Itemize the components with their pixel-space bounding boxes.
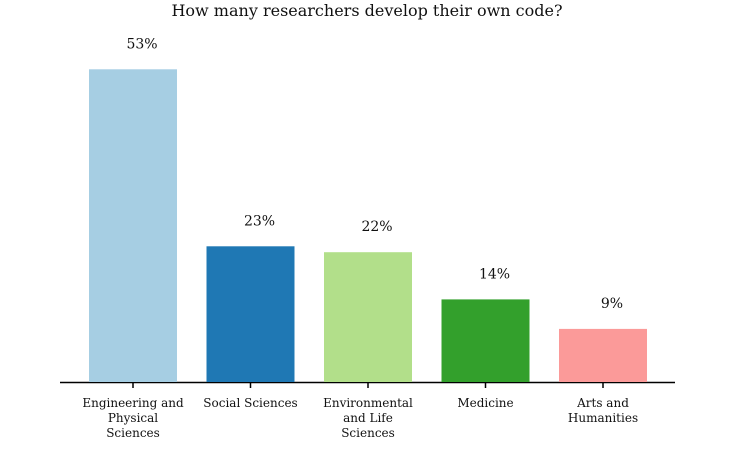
value-label-4: 9% [601, 296, 623, 312]
x-ticks-group [132, 382, 604, 388]
value-label-0: 53% [126, 36, 157, 52]
category-label-3-line-0: Medicine [457, 396, 513, 410]
bars-group [89, 69, 647, 383]
category-label-0-line-1: Physical [108, 411, 158, 425]
bar-2 [324, 252, 412, 382]
chart-title: How many researchers develop their own c… [171, 1, 562, 20]
bar-0 [89, 69, 177, 383]
category-label-4-line-1: Humanities [568, 411, 638, 425]
category-label-2: Environmental and Life Sciences [323, 396, 413, 440]
category-label-0-line-2: Sciences [106, 426, 160, 440]
value-label-1: 23% [244, 213, 275, 229]
category-label-3: Medicine [457, 396, 513, 410]
category-label-1-line-0: Social Sciences [203, 396, 297, 410]
value-label-3: 14% [479, 266, 510, 282]
bar-4 [559, 328, 647, 382]
category-label-2-line-1: and Life [343, 411, 393, 425]
value-label-2: 22% [361, 219, 392, 235]
bar-1 [206, 246, 295, 382]
category-label-0-line-0: Engineering and [82, 396, 184, 410]
bar-3 [441, 299, 530, 382]
category-label-4-line-0: Arts and [576, 396, 629, 410]
category-label-2-line-2: Sciences [341, 426, 395, 440]
category-label-1: Social Sciences [203, 396, 297, 410]
category-label-2-line-0: Environmental [323, 396, 413, 410]
category-label-4: Arts and Humanities [568, 396, 638, 425]
category-label-0: Engineering and Physical Sciences [82, 396, 184, 440]
value-labels-group: 53% 23% 22% 14% 9% [126, 36, 623, 312]
